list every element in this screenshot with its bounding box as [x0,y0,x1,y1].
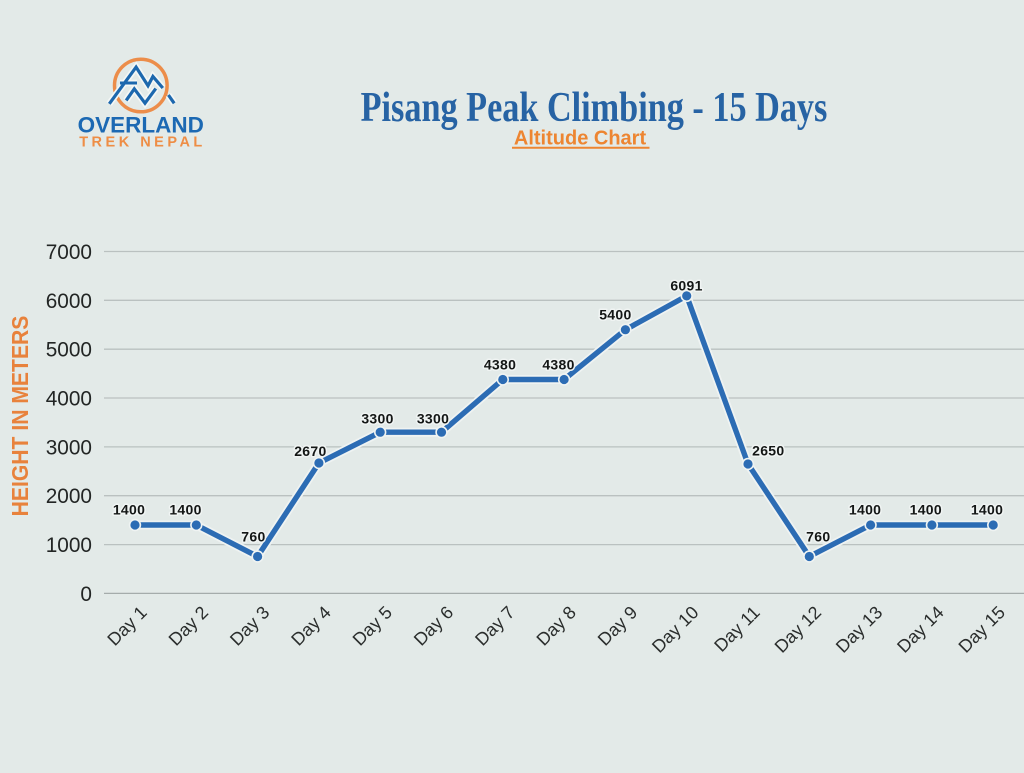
svg-text:3300: 3300 [417,411,449,427]
svg-text:HEIGHT IN METERS: HEIGHT IN METERS [7,315,33,516]
svg-text:1400: 1400 [169,502,201,518]
svg-text:4380: 4380 [484,357,516,373]
svg-text:OVERLAND: OVERLAND [78,113,204,138]
svg-text:3300: 3300 [361,411,393,427]
svg-text:6091: 6091 [670,278,702,294]
svg-text:0: 0 [80,583,92,606]
svg-text:TREK NEPAL: TREK NEPAL [79,135,206,151]
svg-text:6000: 6000 [46,290,92,313]
svg-text:4380: 4380 [542,357,574,373]
svg-text:Pisang Peak Climbing - 15 Days: Pisang Peak Climbing - 15 Days [361,85,828,131]
svg-text:5400: 5400 [599,307,631,323]
svg-text:2000: 2000 [46,485,92,508]
svg-text:3000: 3000 [46,436,92,459]
svg-text:1400: 1400 [971,502,1003,518]
svg-text:1400: 1400 [849,502,881,518]
svg-text:2650: 2650 [752,443,784,459]
svg-text:760: 760 [241,528,265,544]
svg-text:5000: 5000 [46,339,92,362]
svg-text:7000: 7000 [46,241,92,264]
svg-text:1400: 1400 [910,502,942,518]
svg-text:Altitude Chart: Altitude Chart [514,128,647,150]
svg-text:1400: 1400 [113,502,145,518]
svg-text:1000: 1000 [46,534,92,557]
svg-text:4000: 4000 [46,388,92,411]
svg-text:2670: 2670 [294,443,326,459]
svg-text:760: 760 [806,528,830,544]
